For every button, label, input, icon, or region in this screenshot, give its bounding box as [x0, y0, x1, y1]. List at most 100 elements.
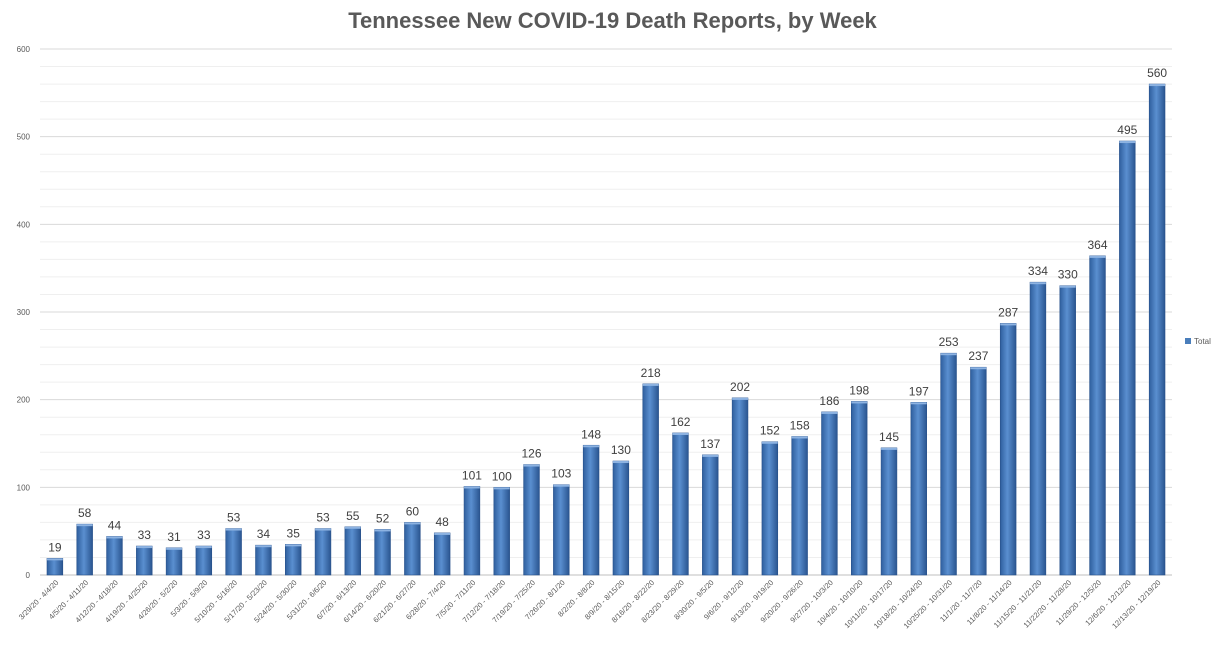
- bar-top-highlight: [1059, 285, 1076, 288]
- data-label: 48: [435, 515, 449, 529]
- chart-title: Tennessee New COVID-19 Death Reports, by…: [348, 8, 877, 33]
- data-label: 33: [197, 528, 211, 542]
- bar: [1059, 285, 1076, 576]
- bar-top-highlight: [1000, 323, 1017, 326]
- data-label: 19: [48, 540, 62, 554]
- legend-entry: Total: [1194, 337, 1211, 346]
- bar-top-highlight: [315, 528, 331, 531]
- data-label: 33: [138, 528, 152, 542]
- bar-top-highlight: [166, 547, 182, 550]
- bar-top-highlight: [821, 411, 838, 414]
- data-label: 101: [462, 468, 482, 482]
- bar-top-highlight: [404, 522, 421, 525]
- bar-top-highlight: [970, 367, 987, 370]
- bar: [1148, 83, 1166, 576]
- bar: [493, 487, 510, 576]
- legend: Total: [1185, 337, 1211, 346]
- bar: [553, 484, 570, 576]
- bar-top-highlight: [583, 445, 599, 448]
- bar: [910, 401, 927, 576]
- y-tick-label: 0: [26, 571, 31, 580]
- data-label: 253: [939, 335, 959, 349]
- data-label: 53: [227, 511, 241, 525]
- data-label: 334: [1028, 264, 1048, 278]
- data-label: 126: [522, 447, 542, 461]
- bar: [999, 323, 1017, 576]
- bar: [821, 411, 838, 576]
- y-tick-label: 100: [17, 483, 31, 492]
- data-label: 53: [316, 511, 330, 525]
- bar: [165, 547, 183, 576]
- data-label: 197: [909, 384, 929, 398]
- bar: [46, 558, 64, 576]
- bar-top-highlight: [791, 436, 808, 439]
- data-label: 52: [376, 511, 390, 525]
- data-label: 55: [346, 509, 360, 523]
- bar: [314, 528, 332, 576]
- bar-top-highlight: [493, 487, 510, 490]
- data-label: 162: [670, 415, 690, 429]
- bar: [374, 529, 391, 576]
- data-label: 137: [700, 437, 720, 451]
- bar: [433, 532, 451, 576]
- bar-top-highlight: [910, 402, 927, 405]
- data-label: 158: [790, 418, 810, 432]
- bar: [851, 401, 868, 576]
- data-label: 186: [819, 394, 839, 408]
- bar-top-highlight: [523, 464, 540, 467]
- bar: [225, 528, 242, 576]
- bar-top-highlight: [1030, 282, 1046, 285]
- bar: [880, 447, 898, 576]
- data-label: 103: [551, 467, 571, 481]
- data-labels: 19 58 44 33 31 33 53 34 35 53 55 52 60 48 101 100 126 103…: [48, 66, 1167, 554]
- bar-top-highlight: [553, 484, 570, 487]
- bar-top-highlight: [1119, 141, 1136, 144]
- bar: [523, 464, 540, 576]
- data-label: 35: [287, 526, 301, 540]
- y-tick-label: 400: [17, 220, 31, 229]
- bar: [702, 454, 719, 576]
- bar-top-highlight: [732, 397, 748, 400]
- bar-top-highlight: [344, 526, 361, 529]
- bar-top-highlight: [642, 383, 659, 386]
- x-axis: 3/29/20 - 4/4/204/5/20 - 4/11/204/12/20 …: [17, 578, 1163, 630]
- bar-top-highlight: [881, 447, 897, 450]
- bar-top-highlight: [613, 461, 629, 464]
- bar-top-highlight: [672, 432, 689, 435]
- data-label: 202: [730, 380, 750, 394]
- bar: [106, 536, 123, 576]
- data-label: 34: [257, 527, 271, 541]
- bar: [404, 522, 421, 576]
- bar-top-highlight: [464, 486, 480, 489]
- bar-top-highlight: [851, 401, 868, 404]
- bar: [136, 545, 153, 576]
- bar: [761, 441, 779, 576]
- bar: [344, 526, 361, 576]
- bar-top-highlight: [106, 536, 123, 539]
- data-label: 58: [78, 506, 92, 520]
- y-tick-label: 500: [17, 133, 31, 142]
- y-tick-label: 200: [17, 396, 31, 405]
- legend-swatch: [1185, 338, 1191, 344]
- bar: [731, 397, 749, 576]
- bar-top-highlight: [1149, 84, 1165, 87]
- bar-top-highlight: [434, 532, 451, 535]
- bar-top-highlight: [195, 546, 212, 549]
- bar-top-highlight: [702, 454, 719, 457]
- bar-top-highlight: [47, 558, 63, 561]
- data-label: 330: [1058, 268, 1078, 282]
- bar: [1029, 281, 1047, 576]
- data-label: 237: [968, 349, 988, 363]
- bar: [285, 544, 302, 576]
- data-label: 198: [849, 383, 869, 397]
- bar: [255, 544, 272, 576]
- data-label: 100: [492, 469, 512, 483]
- bar: [1119, 140, 1136, 576]
- bar-top-highlight: [761, 441, 778, 444]
- bar: [195, 545, 213, 576]
- data-label: 152: [760, 424, 780, 438]
- bar-top-highlight: [225, 528, 242, 531]
- bar: [970, 366, 987, 576]
- data-label: 560: [1147, 66, 1167, 80]
- data-label: 44: [108, 518, 122, 532]
